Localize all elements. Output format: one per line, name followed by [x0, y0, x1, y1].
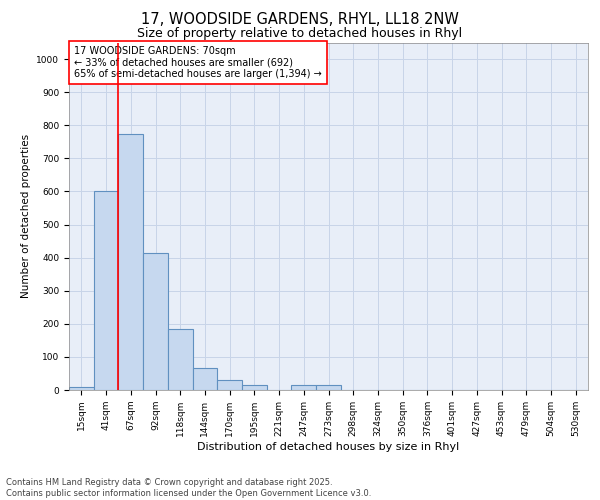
Bar: [94, 192, 118, 390]
X-axis label: Distribution of detached houses by size in Rhyl: Distribution of detached houses by size …: [197, 442, 460, 452]
Y-axis label: Number of detached properties: Number of detached properties: [21, 134, 31, 298]
Bar: [242, 385, 267, 390]
Bar: [143, 252, 168, 390]
Text: 17, WOODSIDE GARDENS, RHYL, LL18 2NW: 17, WOODSIDE GARDENS, RHYL, LL18 2NW: [141, 12, 459, 28]
Bar: [69, 386, 94, 390]
Bar: [217, 380, 242, 390]
Bar: [193, 368, 217, 390]
Bar: [292, 385, 316, 390]
Bar: [118, 134, 143, 390]
Text: Contains HM Land Registry data © Crown copyright and database right 2025.
Contai: Contains HM Land Registry data © Crown c…: [6, 478, 371, 498]
Text: 17 WOODSIDE GARDENS: 70sqm
← 33% of detached houses are smaller (692)
65% of sem: 17 WOODSIDE GARDENS: 70sqm ← 33% of deta…: [74, 46, 322, 79]
Bar: [316, 385, 341, 390]
Bar: [168, 329, 193, 390]
Text: Size of property relative to detached houses in Rhyl: Size of property relative to detached ho…: [137, 28, 463, 40]
